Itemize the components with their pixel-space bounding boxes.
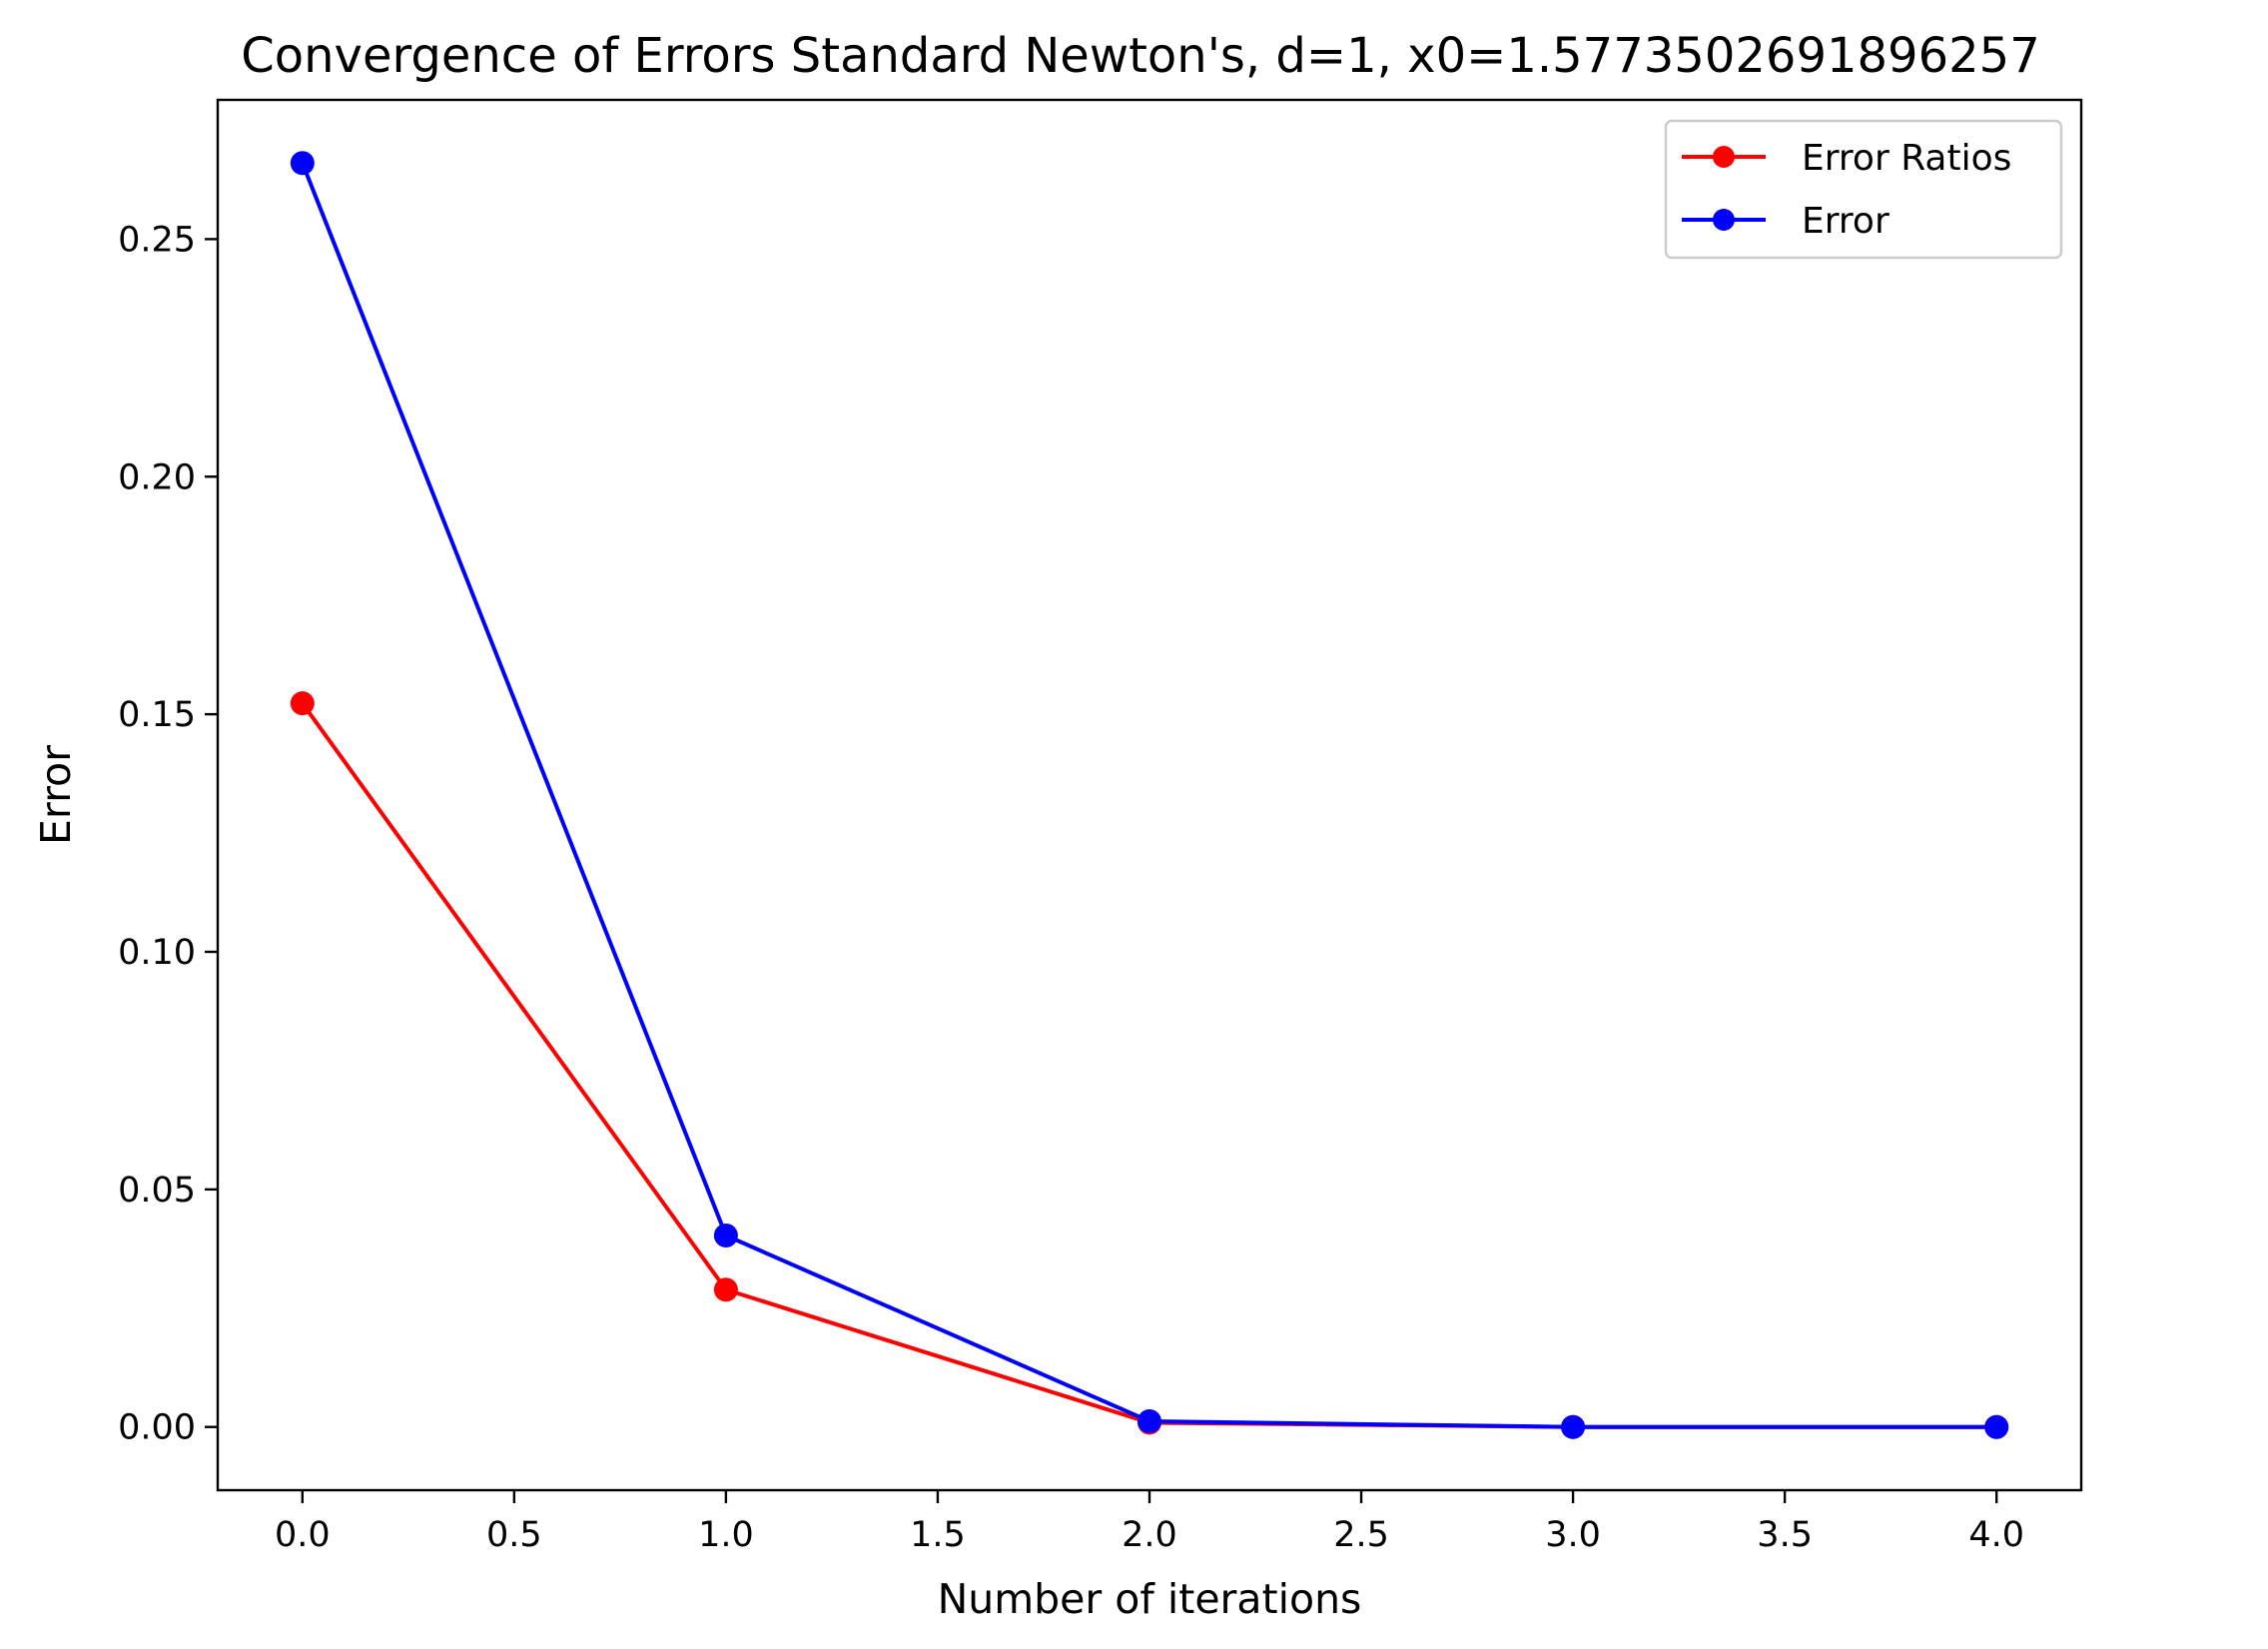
- y-tick-label: 0.10: [118, 933, 196, 973]
- x-tick-label: 4.0: [1968, 1515, 2024, 1555]
- chart-title: Convergence of Errors Standard Newton's,…: [241, 28, 2040, 84]
- data-point-error: [290, 151, 315, 176]
- x-tick-label: 0.0: [275, 1515, 331, 1555]
- y-tick-label: 0.15: [118, 695, 196, 735]
- data-point-error-ratios: [713, 1277, 738, 1302]
- legend-label-error-ratios: Error Ratios: [1802, 138, 2011, 179]
- legend-marker-error: [1713, 209, 1735, 231]
- y-tick-label: 0.05: [118, 1171, 196, 1211]
- x-tick-label: 1.0: [698, 1515, 754, 1555]
- data-point-error: [1561, 1414, 1586, 1439]
- y-tick-label: 0.00: [118, 1408, 196, 1448]
- x-tick-label: 2.5: [1333, 1515, 1389, 1555]
- data-point-error: [713, 1224, 738, 1248]
- y-axis-label: Error: [32, 745, 80, 845]
- series-layer: [290, 151, 2009, 1439]
- legend-marker-error-ratios: [1713, 146, 1735, 168]
- data-point-error-ratios: [290, 691, 315, 716]
- x-tick-label: 1.5: [910, 1515, 966, 1555]
- y-tick-label: 0.20: [118, 457, 196, 497]
- y-tick-label: 0.25: [118, 220, 196, 260]
- x-tick-label: 0.5: [486, 1515, 542, 1555]
- data-point-error: [1984, 1414, 2009, 1439]
- x-tick-label: 3.5: [1757, 1515, 1813, 1555]
- x-tick-label: 2.0: [1122, 1515, 1177, 1555]
- legend: Error Ratios Error: [1664, 119, 2063, 260]
- data-point-error: [1137, 1409, 1161, 1434]
- x-axis-label: Number of iterations: [938, 1575, 1362, 1623]
- x-tick-label: 3.0: [1545, 1515, 1601, 1555]
- legend-label-error: Error: [1802, 201, 1890, 242]
- y-axis-ticks: 0.00 0.05 0.10 0.15 0.20 0.25: [118, 220, 218, 1448]
- plot-frame: [216, 98, 2083, 1492]
- x-axis-ticks: 0.0 0.5 1.0 1.5 2.0 2.5 3.0 3.5 4.0: [275, 1490, 2024, 1555]
